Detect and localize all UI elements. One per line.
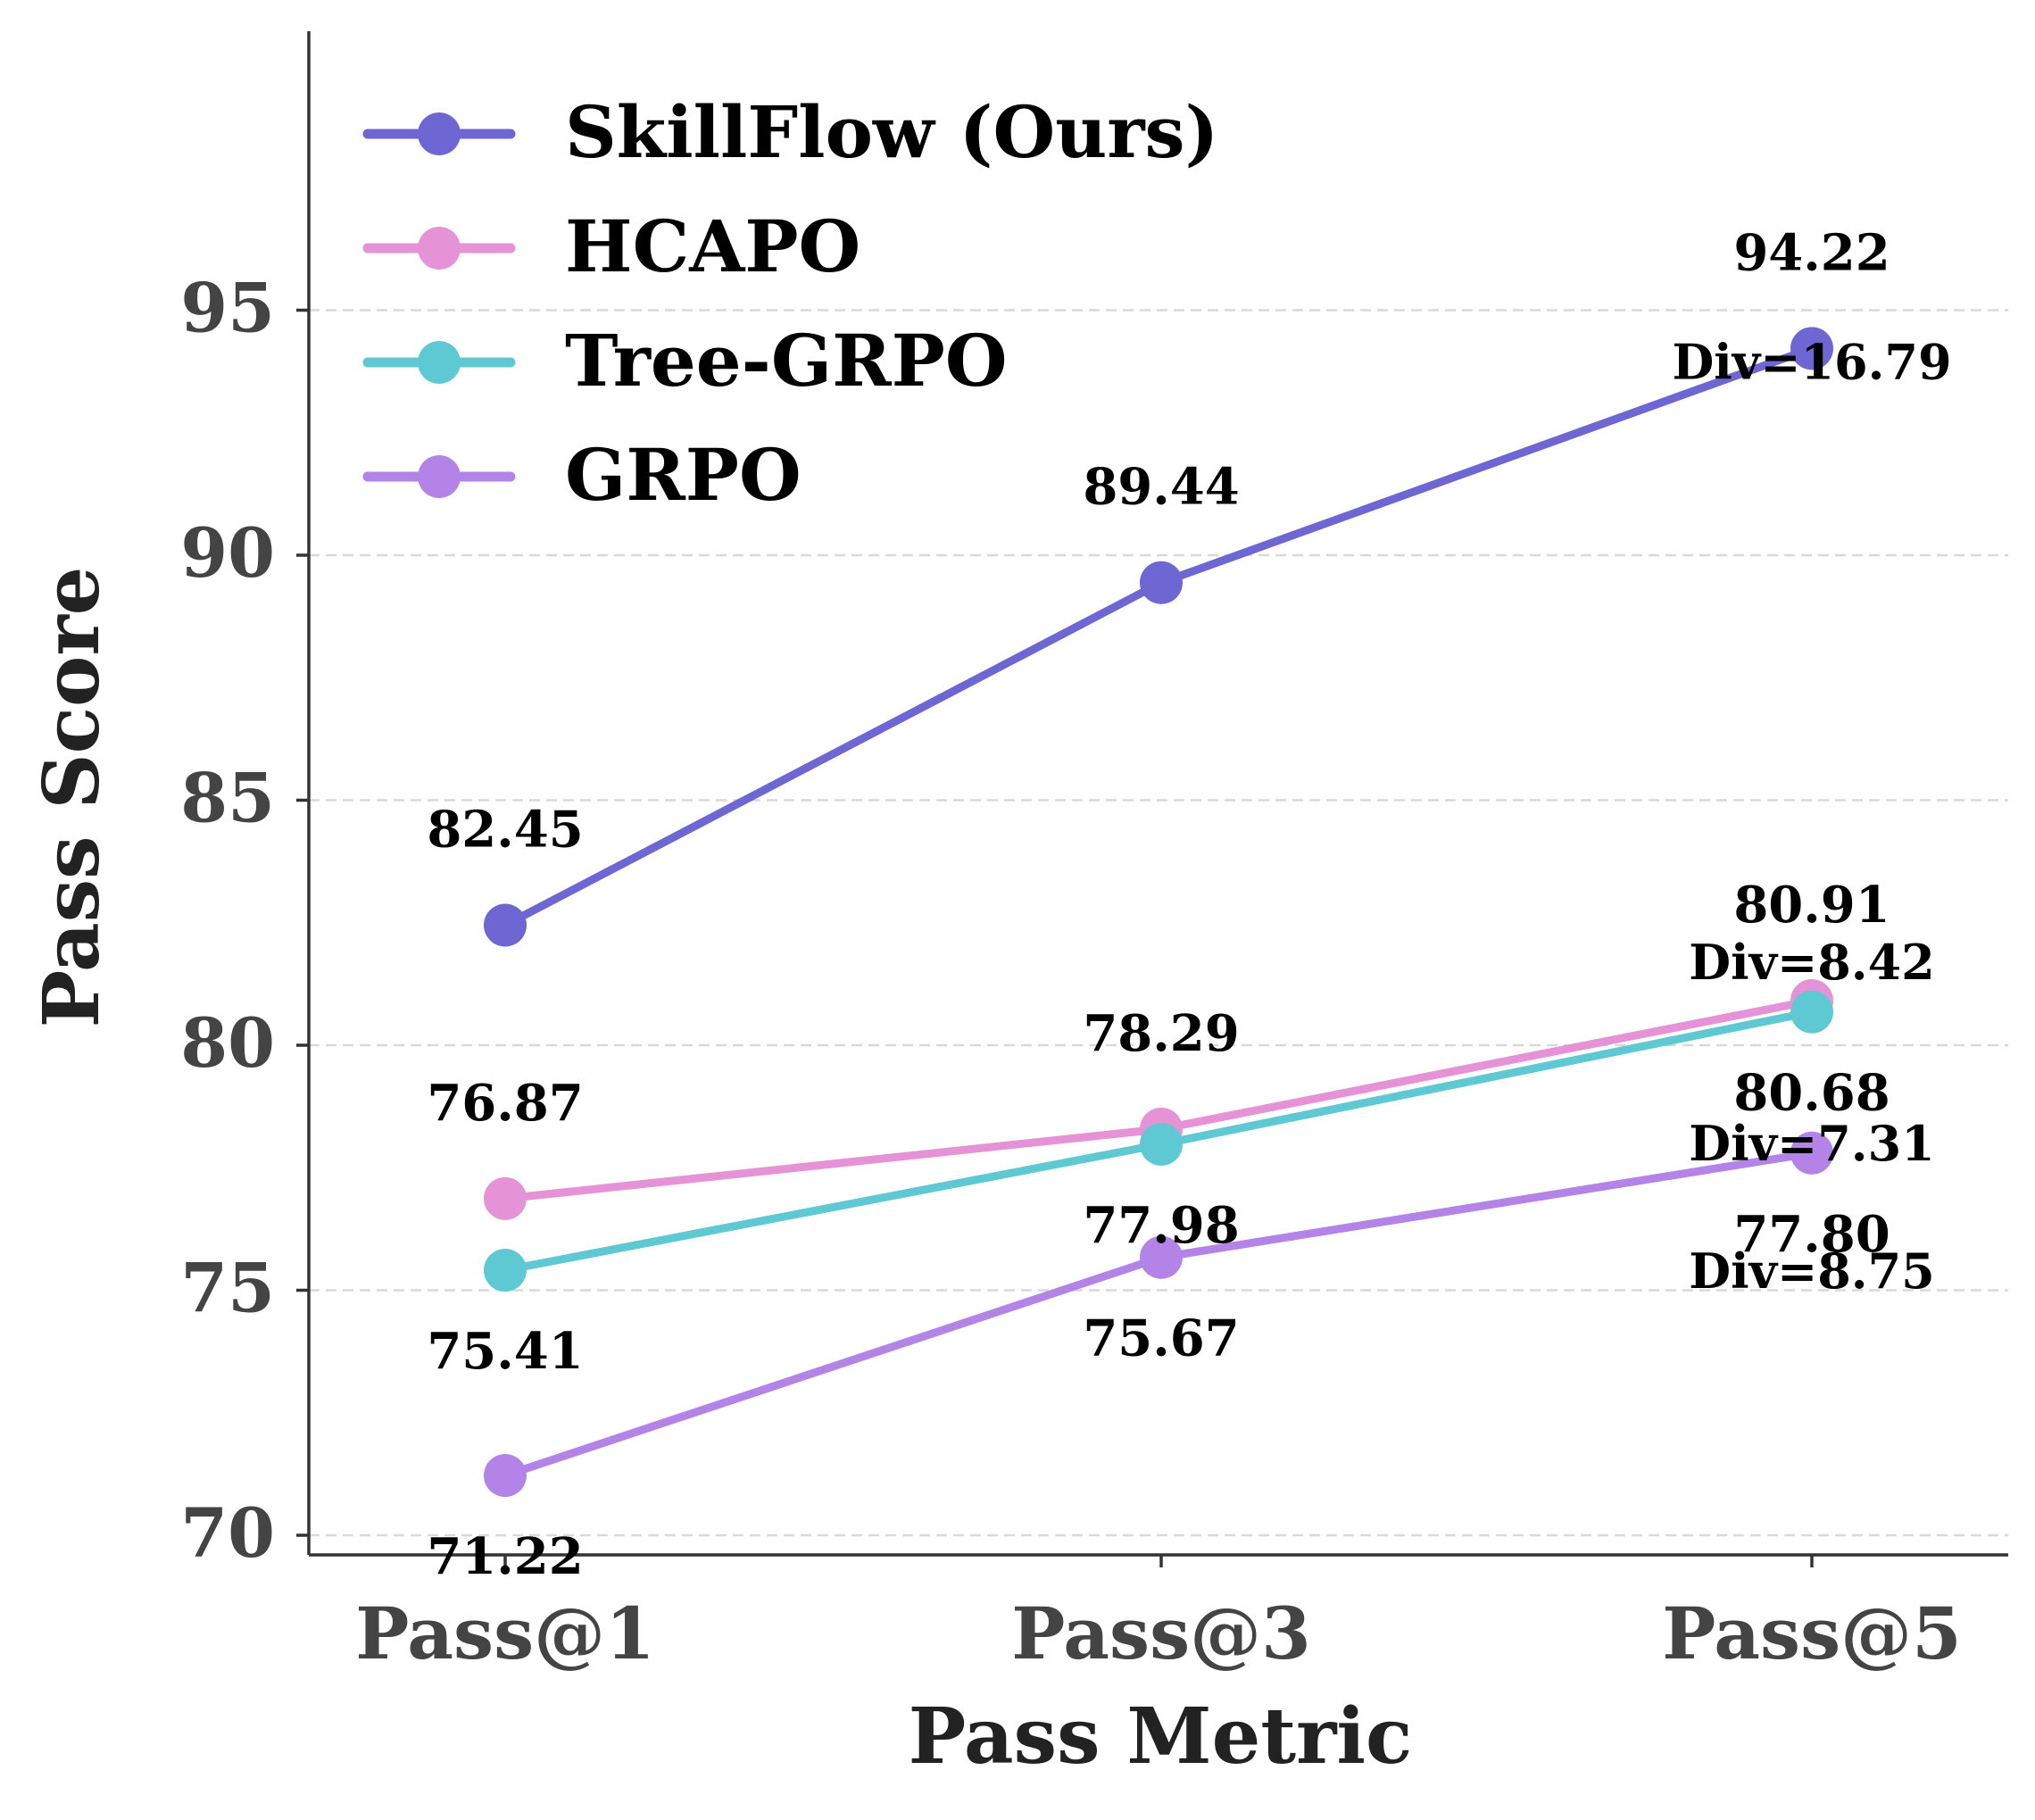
data-label: 75.41 <box>427 1322 583 1381</box>
tick-labels: 70 75 80 85 90 95 Pass@1 Pass@3 Pass@5 <box>180 269 1962 1676</box>
y-axis-title: Pass Score <box>27 567 117 1028</box>
legend-marker <box>418 112 461 155</box>
data-label: 89.44 <box>1083 458 1239 517</box>
data-point <box>1140 1235 1183 1279</box>
series-tree-grpo <box>484 990 1833 1292</box>
legend-label: HCAPO <box>565 204 860 288</box>
data-point <box>1790 990 1833 1034</box>
x-tick-label: Pass@3 <box>1011 1591 1311 1675</box>
divergence-label: Div=7.31 <box>1689 1115 1934 1172</box>
data-point <box>484 1454 527 1498</box>
x-tick-label: Pass@1 <box>355 1591 655 1675</box>
legend-marker <box>418 341 461 384</box>
data-labels: 82.45 89.44 94.22 76.87 78.29 80.91 75.41 77.98… <box>427 223 1890 1586</box>
data-point <box>1140 1122 1183 1166</box>
data-label: 80.68 <box>1733 1064 1890 1123</box>
legend-marker <box>418 227 461 270</box>
data-label: 80.91 <box>1733 876 1890 935</box>
y-tick-label: 85 <box>180 759 275 838</box>
legend-item: GRPO <box>362 433 802 517</box>
annotations: Div=16.79 Div=8.42 Div=7.31 Div=8.75 <box>1672 333 1951 1299</box>
data-label: 71.22 <box>427 1527 583 1586</box>
data-point <box>1140 561 1183 604</box>
divergence-label: Div=16.79 <box>1672 333 1951 390</box>
data-label: 77.98 <box>1083 1196 1239 1255</box>
axes <box>296 31 2008 1567</box>
data-label: 77.80 <box>1733 1205 1890 1264</box>
legend-item: Tree-GRPO <box>362 319 1008 403</box>
y-tick-label: 95 <box>180 269 275 348</box>
data-point <box>1790 327 1833 370</box>
data-label: 82.45 <box>427 800 583 859</box>
divergence-label: Div=8.75 <box>1689 1242 1934 1300</box>
grid-lines <box>309 309 2008 1537</box>
x-axis-title: Pass Metric <box>909 1691 1413 1782</box>
data-label: 78.29 <box>1083 1004 1239 1063</box>
y-tick-label: 70 <box>180 1493 275 1573</box>
data-label: 94.22 <box>1733 223 1890 282</box>
legend-label: GRPO <box>565 433 802 517</box>
data-label: 75.67 <box>1083 1309 1239 1368</box>
y-tick-label: 75 <box>180 1249 275 1328</box>
divergence-label: Div=8.42 <box>1689 934 1934 991</box>
data-point <box>484 1248 527 1292</box>
data-point <box>484 903 527 947</box>
legend-marker <box>418 455 461 498</box>
x-tick-label: Pass@5 <box>1662 1591 1962 1675</box>
data-point <box>1790 1131 1833 1175</box>
legend-label: Tree-GRPO <box>565 319 1008 403</box>
series-grpo <box>484 1131 1833 1498</box>
y-tick-label: 90 <box>180 513 275 593</box>
series <box>484 327 1833 1498</box>
series-skillflow-ours <box>484 327 1833 947</box>
legend-item: HCAPO <box>362 204 860 288</box>
legend: SkillFlow (Ours) HCAPO Tree-GRPO GRPO <box>362 90 1218 517</box>
data-label: 76.87 <box>427 1074 583 1133</box>
legend-item: SkillFlow (Ours) <box>362 90 1218 174</box>
data-point <box>484 1176 527 1220</box>
legend-label: SkillFlow (Ours) <box>565 90 1218 174</box>
y-tick-label: 80 <box>180 1003 275 1083</box>
